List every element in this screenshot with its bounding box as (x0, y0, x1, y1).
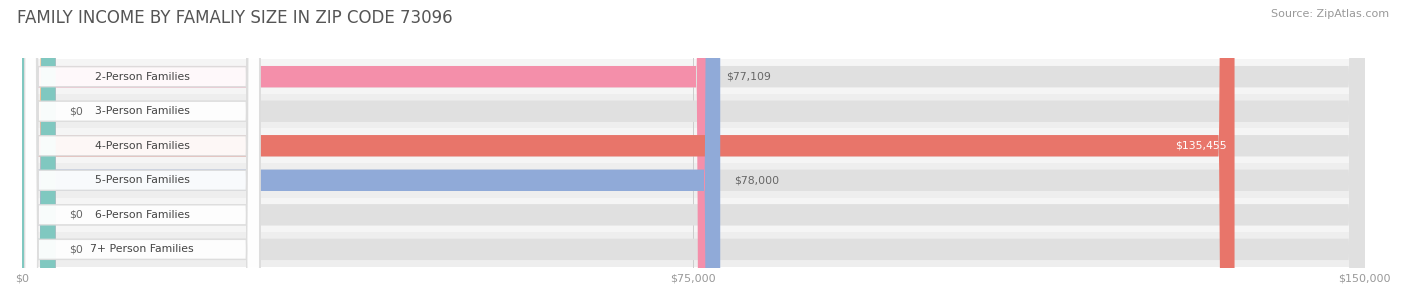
FancyBboxPatch shape (22, 0, 713, 305)
FancyBboxPatch shape (25, 0, 260, 305)
FancyBboxPatch shape (22, 0, 1365, 305)
FancyBboxPatch shape (22, 0, 56, 305)
Bar (22, 198, 1365, 232)
Text: 2-Person Families: 2-Person Families (94, 72, 190, 82)
Text: Source: ZipAtlas.com: Source: ZipAtlas.com (1271, 9, 1389, 19)
FancyBboxPatch shape (22, 0, 1365, 305)
Text: $0: $0 (69, 210, 83, 220)
FancyBboxPatch shape (22, 0, 56, 305)
FancyBboxPatch shape (22, 0, 1234, 305)
Text: 3-Person Families: 3-Person Families (94, 106, 190, 116)
FancyBboxPatch shape (22, 0, 1365, 305)
FancyBboxPatch shape (25, 0, 260, 305)
Text: $135,455: $135,455 (1175, 141, 1226, 151)
Text: 6-Person Families: 6-Person Families (94, 210, 190, 220)
FancyBboxPatch shape (25, 0, 260, 305)
Text: $77,109: $77,109 (725, 72, 770, 82)
FancyBboxPatch shape (22, 0, 1365, 305)
Text: FAMILY INCOME BY FAMALIY SIZE IN ZIP CODE 73096: FAMILY INCOME BY FAMALIY SIZE IN ZIP COD… (17, 9, 453, 27)
Bar (22, 94, 1365, 128)
Bar (22, 59, 1365, 94)
FancyBboxPatch shape (22, 0, 1365, 305)
FancyBboxPatch shape (25, 0, 260, 305)
Text: 5-Person Families: 5-Person Families (94, 175, 190, 185)
FancyBboxPatch shape (22, 0, 1365, 305)
Bar (22, 232, 1365, 267)
Text: $0: $0 (69, 244, 83, 254)
Text: 7+ Person Families: 7+ Person Families (90, 244, 194, 254)
Bar (22, 128, 1365, 163)
FancyBboxPatch shape (22, 0, 56, 305)
FancyBboxPatch shape (25, 0, 260, 305)
Text: $78,000: $78,000 (734, 175, 779, 185)
Text: $0: $0 (69, 106, 83, 116)
Bar (22, 163, 1365, 198)
Text: 4-Person Families: 4-Person Families (94, 141, 190, 151)
FancyBboxPatch shape (22, 0, 720, 305)
FancyBboxPatch shape (25, 0, 260, 305)
